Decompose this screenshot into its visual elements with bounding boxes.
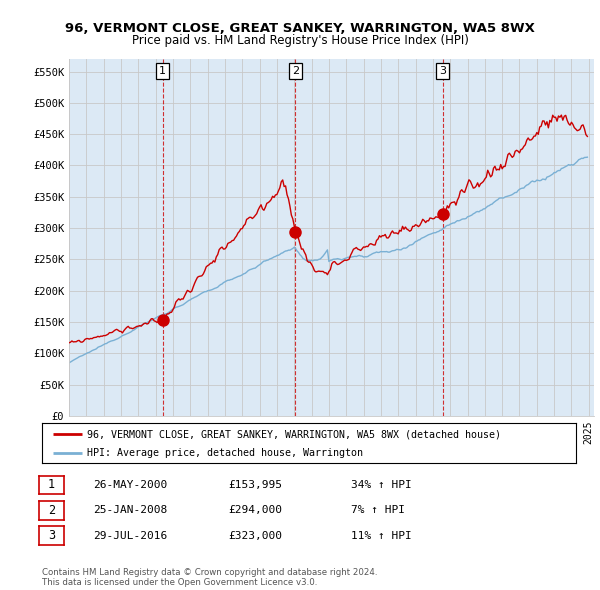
Text: 25-JAN-2008: 25-JAN-2008 [93, 506, 167, 515]
Text: 1: 1 [159, 66, 166, 76]
Text: 1: 1 [48, 478, 55, 491]
Text: 96, VERMONT CLOSE, GREAT SANKEY, WARRINGTON, WA5 8WX: 96, VERMONT CLOSE, GREAT SANKEY, WARRING… [65, 22, 535, 35]
Text: £323,000: £323,000 [228, 531, 282, 540]
Text: 34% ↑ HPI: 34% ↑ HPI [351, 480, 412, 490]
Text: £153,995: £153,995 [228, 480, 282, 490]
Text: 96, VERMONT CLOSE, GREAT SANKEY, WARRINGTON, WA5 8WX (detached house): 96, VERMONT CLOSE, GREAT SANKEY, WARRING… [88, 430, 502, 440]
Text: 11% ↑ HPI: 11% ↑ HPI [351, 531, 412, 540]
Text: Contains HM Land Registry data © Crown copyright and database right 2024.
This d: Contains HM Land Registry data © Crown c… [42, 568, 377, 587]
Text: 3: 3 [439, 66, 446, 76]
Text: Price paid vs. HM Land Registry's House Price Index (HPI): Price paid vs. HM Land Registry's House … [131, 34, 469, 47]
Text: HPI: Average price, detached house, Warrington: HPI: Average price, detached house, Warr… [88, 448, 364, 458]
Text: 2: 2 [292, 66, 299, 76]
Text: 3: 3 [48, 529, 55, 542]
Text: £294,000: £294,000 [228, 506, 282, 515]
Text: 26-MAY-2000: 26-MAY-2000 [93, 480, 167, 490]
Text: 7% ↑ HPI: 7% ↑ HPI [351, 506, 405, 515]
Text: 29-JUL-2016: 29-JUL-2016 [93, 531, 167, 540]
Text: 2: 2 [48, 504, 55, 517]
